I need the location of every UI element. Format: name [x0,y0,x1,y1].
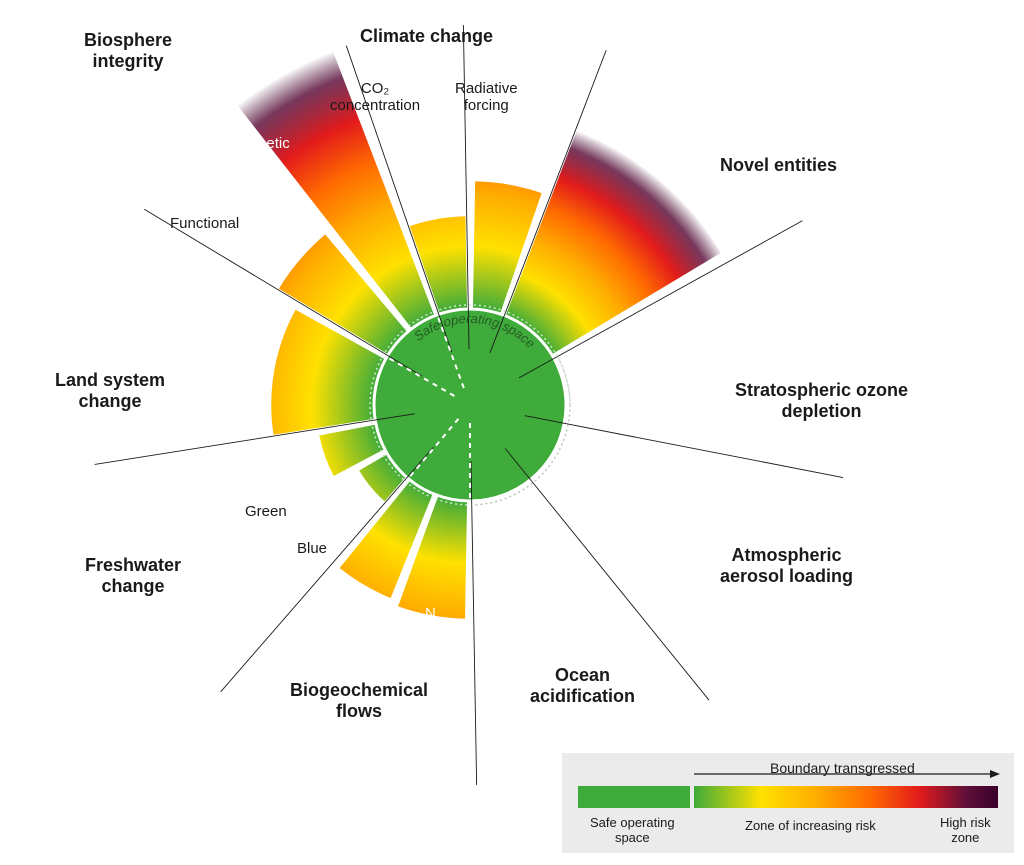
label-ocean: Ocean acidification [530,665,635,706]
label-novel: Novel entities [720,155,837,176]
label-land: Land system change [55,370,165,411]
label-bgc: Biogeochemical flows [290,680,428,721]
label-biosphere: Biosphere integrity [84,30,172,71]
legend-title: Boundary transgressed [770,760,915,776]
label-freshwater: Freshwater change [85,555,181,596]
label-aerosol: Atmospheric aerosol loading [720,545,853,586]
inner-n: N [425,605,436,622]
sub-radiative: Radiative forcing [455,80,518,115]
label-climate: Climate change [360,26,493,47]
legend-cap-high: High risk zone [940,815,991,845]
sub-green: Green [245,503,287,520]
sub-blue: Blue [297,540,327,557]
inner-p: P [370,590,380,607]
legend-cap-safe: Safe operating space [590,815,675,845]
sub-co2: CO₂ concentration [330,80,420,115]
planetary-boundaries-chart: Safe operating space [0,0,1024,865]
inner-genetic: Genetic [238,135,290,152]
label-ozone: Stratospheric ozone depletion [735,380,908,421]
sub-functional: Functional [170,215,239,232]
legend-cap-risk: Zone of increasing risk [745,818,876,833]
